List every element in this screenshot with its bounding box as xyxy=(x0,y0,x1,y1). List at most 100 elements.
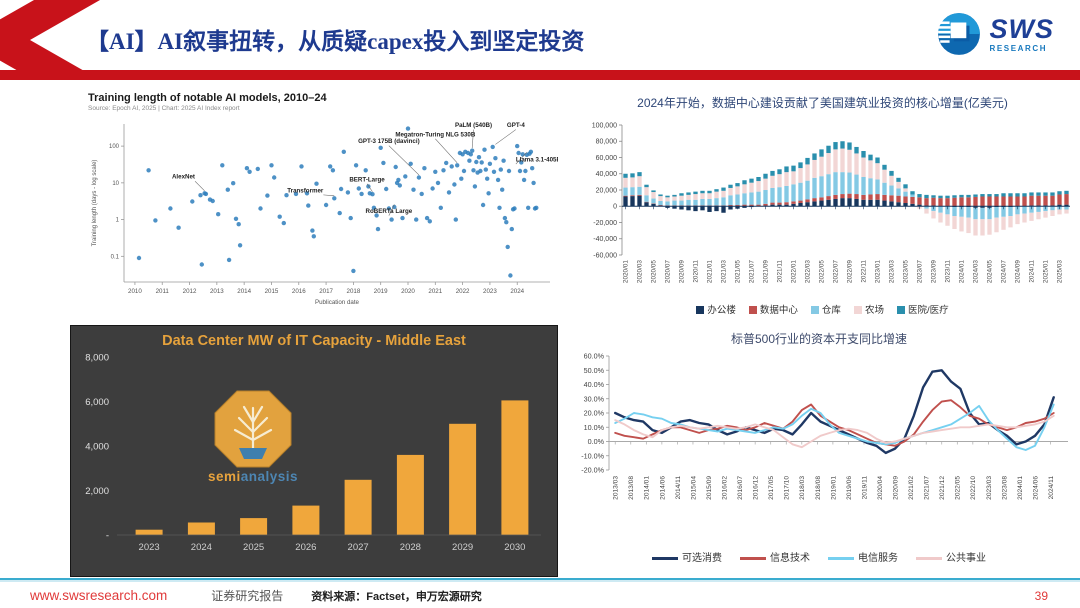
legend-item: 电信服务 xyxy=(828,549,898,564)
footer-divider xyxy=(0,578,1080,580)
stack-segment xyxy=(959,194,964,198)
scatter-point xyxy=(424,215,430,221)
stack-segment xyxy=(861,151,866,158)
tick-label: 2010 xyxy=(128,288,142,295)
stack-segment xyxy=(672,194,677,197)
stack-segment xyxy=(770,175,775,188)
tick-label: 2022/03 xyxy=(805,260,812,284)
stack-segment xyxy=(994,217,999,233)
stack-segment xyxy=(952,195,957,198)
chart-training-length: Training length of notable AI models, 20… xyxy=(88,92,558,320)
stack-segment xyxy=(637,194,642,196)
stack-segment xyxy=(777,174,782,188)
stack-segment xyxy=(784,166,789,173)
tick-label: 2015/04 xyxy=(690,476,697,500)
stack-segment xyxy=(861,199,866,207)
stack-segment xyxy=(700,206,705,211)
stack-segment xyxy=(770,187,775,203)
stack-segment xyxy=(917,194,922,198)
stack-segment xyxy=(763,203,768,206)
scatter-point xyxy=(486,191,491,196)
line-series xyxy=(614,414,1055,449)
legend-item: 数据中心 xyxy=(748,302,798,316)
stack-segment xyxy=(1008,216,1013,228)
stack-segment xyxy=(952,197,957,207)
scatter-point xyxy=(389,217,394,222)
stack-segment xyxy=(1015,214,1020,225)
bar xyxy=(344,479,372,535)
chart-datacenter-mw: Data Center MW of IT Capacity - Middle E… xyxy=(70,325,558,577)
stack-segment xyxy=(952,216,957,229)
stack-segment xyxy=(1043,211,1048,218)
stack-segment xyxy=(679,193,684,196)
scatter-point xyxy=(493,156,498,161)
stack-segment xyxy=(854,194,859,199)
scatter-point xyxy=(483,167,488,172)
tick-label: 2016 xyxy=(292,288,306,295)
scatter-point xyxy=(498,167,503,172)
tick-label: 2024/07 xyxy=(1001,260,1008,284)
model-annotation: PaLM (540B) xyxy=(455,122,492,129)
tick-label: 2014/01 xyxy=(644,476,651,500)
stack-segment xyxy=(1022,213,1027,223)
stack-segment xyxy=(700,190,705,194)
stack-segment xyxy=(910,196,915,204)
tick-label: 2,000 xyxy=(85,486,109,497)
stack-segment xyxy=(966,197,971,207)
stack-segment xyxy=(672,206,677,209)
chart1-source: Source: Epoch AI, 2025 | Chart: 2025 AI … xyxy=(88,105,240,112)
stack-segment xyxy=(791,171,796,185)
tick-label: 2021/02 xyxy=(908,476,915,500)
stack-segment xyxy=(931,211,936,219)
tick-label: 2016/12 xyxy=(753,476,760,500)
stack-segment xyxy=(945,198,950,207)
scatter-point xyxy=(403,174,408,179)
stack-segment xyxy=(763,178,768,191)
tick-label: - xyxy=(106,531,109,542)
stack-segment xyxy=(742,180,747,185)
stack-segment xyxy=(882,182,887,195)
header: 【AI】AI叙事扭转，从质疑capex投入到坚定投资 SWS RESEARCH xyxy=(0,0,1080,80)
stack-segment xyxy=(889,185,894,196)
stack-segment xyxy=(805,180,810,200)
tick-label: 6,000 xyxy=(85,397,109,408)
tick-label: 2022/11 xyxy=(861,260,868,283)
tick-label: -40,000 xyxy=(593,236,617,243)
scatter-point xyxy=(501,158,506,163)
stack-segment xyxy=(630,187,635,196)
stack-segment xyxy=(819,176,824,198)
stack-segment xyxy=(833,194,838,199)
stack-segment xyxy=(644,195,649,202)
stack-segment xyxy=(791,201,796,204)
stack-segment xyxy=(847,172,852,194)
scatter-point xyxy=(444,160,449,166)
stack-segment xyxy=(903,188,908,192)
tick-label: 2020/03 xyxy=(637,260,644,284)
scatter-point xyxy=(516,150,521,156)
stack-segment xyxy=(1057,191,1062,195)
stack-segment xyxy=(966,217,971,234)
scatter-point xyxy=(255,166,260,172)
stack-segment xyxy=(1015,193,1020,197)
tick-label: 2019/11 xyxy=(861,476,868,500)
line-series xyxy=(614,369,1055,455)
stack-segment xyxy=(651,192,656,199)
stack-segment xyxy=(658,194,663,197)
scatter-point xyxy=(393,164,398,170)
stack-segment xyxy=(994,196,999,207)
stack-segment xyxy=(1029,206,1034,213)
stack-segment xyxy=(1008,193,1013,197)
stack-segment xyxy=(798,162,803,169)
stack-segment xyxy=(910,191,915,195)
footer-website-link[interactable]: www.swsresearch.com xyxy=(30,588,168,603)
tick-label: 2020/09 xyxy=(892,476,899,500)
scatter-point xyxy=(281,220,286,226)
scatter-point xyxy=(405,126,411,131)
stack-segment xyxy=(651,203,656,207)
tick-label: 100 xyxy=(109,144,120,150)
stack-segment xyxy=(1050,206,1055,211)
tick-label: 20.0% xyxy=(584,409,605,418)
tick-label: 0 xyxy=(613,204,617,211)
stack-segment xyxy=(882,200,887,207)
stack-segment xyxy=(735,194,740,206)
